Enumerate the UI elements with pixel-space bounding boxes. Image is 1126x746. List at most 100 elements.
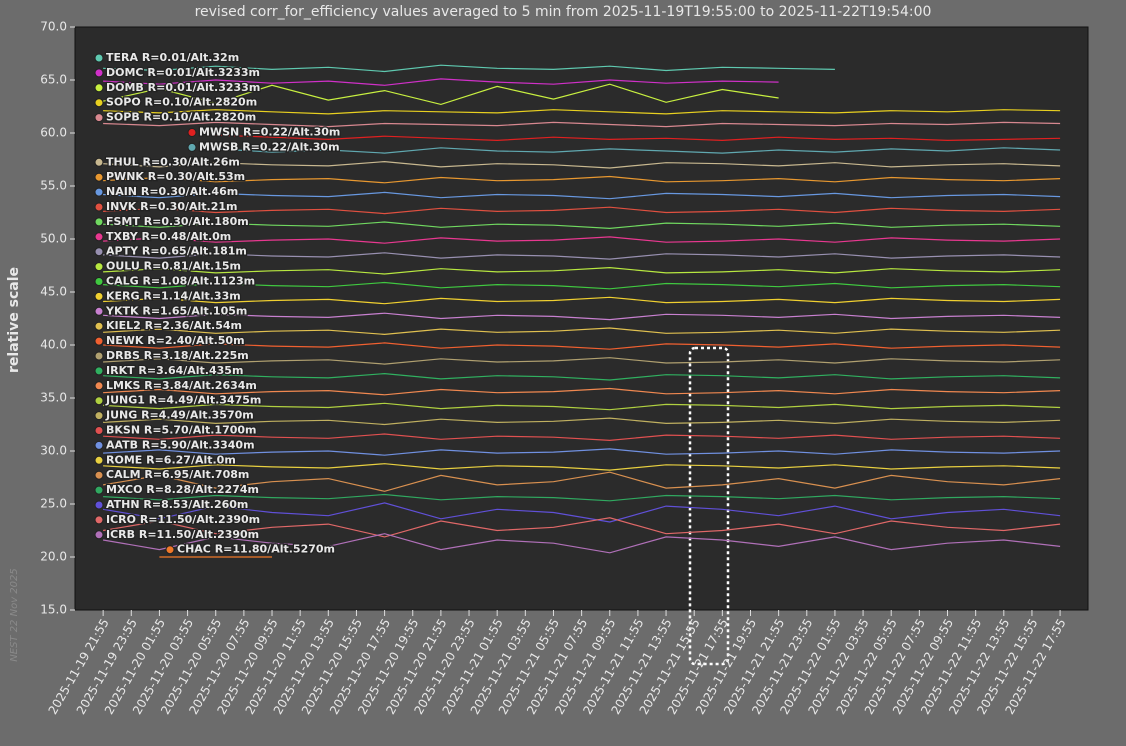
series-line [103,252,1061,260]
legend-label: ATHN R=8.53/Alt.260m [106,498,248,511]
series-line [103,448,1061,456]
legend-marker [94,426,104,435]
series-line [103,206,1061,215]
legend-marker [94,232,104,242]
legend-label: MWSB R=0.22/Alt.30m [199,140,340,153]
series-line [103,64,835,73]
legend-marker [187,142,197,152]
legend-marker [94,247,104,257]
legend-marker [94,187,104,197]
legend-label: APTY R=0.65/Alt.181m [106,245,247,258]
y-tick-label: 50.0 [40,232,67,246]
legend-marker [94,515,104,525]
legend-marker [94,470,104,480]
legend-marker [94,306,104,316]
legend-marker [94,53,104,63]
legend-label: DOMC R=0.01/Alt.3233m [106,66,260,79]
y-tick-label: 15.0 [40,603,67,617]
legend-marker [94,530,104,540]
legend-label: LMKS R=3.84/Alt.2634m [106,379,257,392]
legend-marker [94,98,104,108]
legend-label: BKSN R=5.70/Alt.1700m [106,424,257,437]
series-line [103,502,1061,523]
y-tick-label: 20.0 [40,550,67,564]
series-line [103,266,1061,275]
series-line [103,517,1061,538]
series-line [103,493,1061,502]
legend-marker [94,396,104,406]
legend-marker [165,545,175,555]
legend-label: IRKT R=3.64/Alt.435m [106,364,243,377]
legend-marker [94,366,104,376]
y-tick-label: 45.0 [40,285,67,299]
series-line [102,83,779,106]
y-tick-label: 55.0 [40,179,67,193]
legend-label: DOMB R=0.01/Alt.3233m [106,81,260,94]
series-line [103,312,1061,321]
series-line [103,417,1061,426]
series-line [103,296,1061,305]
legend-marker [94,321,104,331]
series-line [103,463,1061,471]
legend-label: OULU R=0.81/Alt.15m [106,260,241,273]
legend-marker [94,440,104,450]
legend-marker [94,202,104,212]
watermark: NEST 22 Nov 2025 [9,568,20,661]
legend-label: TXBY R=0.48/Alt.0m [106,230,231,243]
series-line [215,134,1061,142]
legend-marker [187,128,197,137]
series-line [103,402,1061,411]
series-line [103,471,1061,492]
series-line [103,121,1061,128]
highlight-box [688,346,730,666]
series-line [103,372,1061,381]
legend-marker [94,411,104,421]
legend-label: CALG R=1.08/Alt.1123m [106,275,255,288]
legend-marker [94,217,104,227]
legend-marker [94,68,104,78]
legend-label: TERA R=0.01/Alt.32m [106,51,239,64]
legend-label: ROME R=6.27/Alt.0m [106,453,236,466]
legend-label: ICRB R=11.50/Alt.2390m [106,528,259,541]
series-line [103,175,1061,184]
legend-label: MWSN R=0.22/Alt.30m [199,126,340,139]
series-line [103,78,779,86]
legend-marker [94,172,104,182]
series-line [103,357,1061,365]
legend-marker [94,262,104,272]
legend-marker [94,277,104,286]
chart-title: revised corr_for_efficiency values avera… [195,4,932,20]
legend-marker [94,157,104,167]
series-line [103,327,1061,336]
legend-label: JUNG1 R=4.49/Alt.3475m [105,394,261,407]
series-line [103,387,1061,396]
y-tick-label: 35.0 [40,391,67,405]
legend-label: SOPO R=0.10/Alt.2820m [106,96,257,109]
series-line [103,236,1061,244]
y-tick-label: 40.0 [40,338,67,352]
legend-marker [94,336,104,346]
legend-label: PWNK R=0.30/Alt.53m [106,170,245,183]
series-line [215,147,1061,154]
legend-marker [94,455,104,465]
series-line [103,191,1061,200]
legend-label: ICRO R=11.50/Alt.2390m [106,513,260,526]
y-tick-label: 60.0 [40,126,67,140]
legend-marker [94,381,104,391]
legend-marker [94,500,104,510]
legend-marker [94,83,104,93]
series-line [102,533,1061,554]
y-tick-label: 25.0 [40,497,67,511]
legend-label: JUNG R=4.49/Alt.3570m [105,409,254,422]
legend-marker [94,291,104,301]
legend-label: NEWK R=2.40/Alt.50m [106,334,245,347]
legend-label: SOPB R=0.10/Alt.2820m [106,111,256,124]
legend-marker [94,485,104,495]
series-line [103,342,1061,350]
series-line [103,160,1061,169]
legend-marker [94,351,104,361]
legend-label: NAIN R=0.30/Alt.46m [106,185,238,198]
legend-label: AATB R=5.90/Alt.3340m [106,438,255,451]
